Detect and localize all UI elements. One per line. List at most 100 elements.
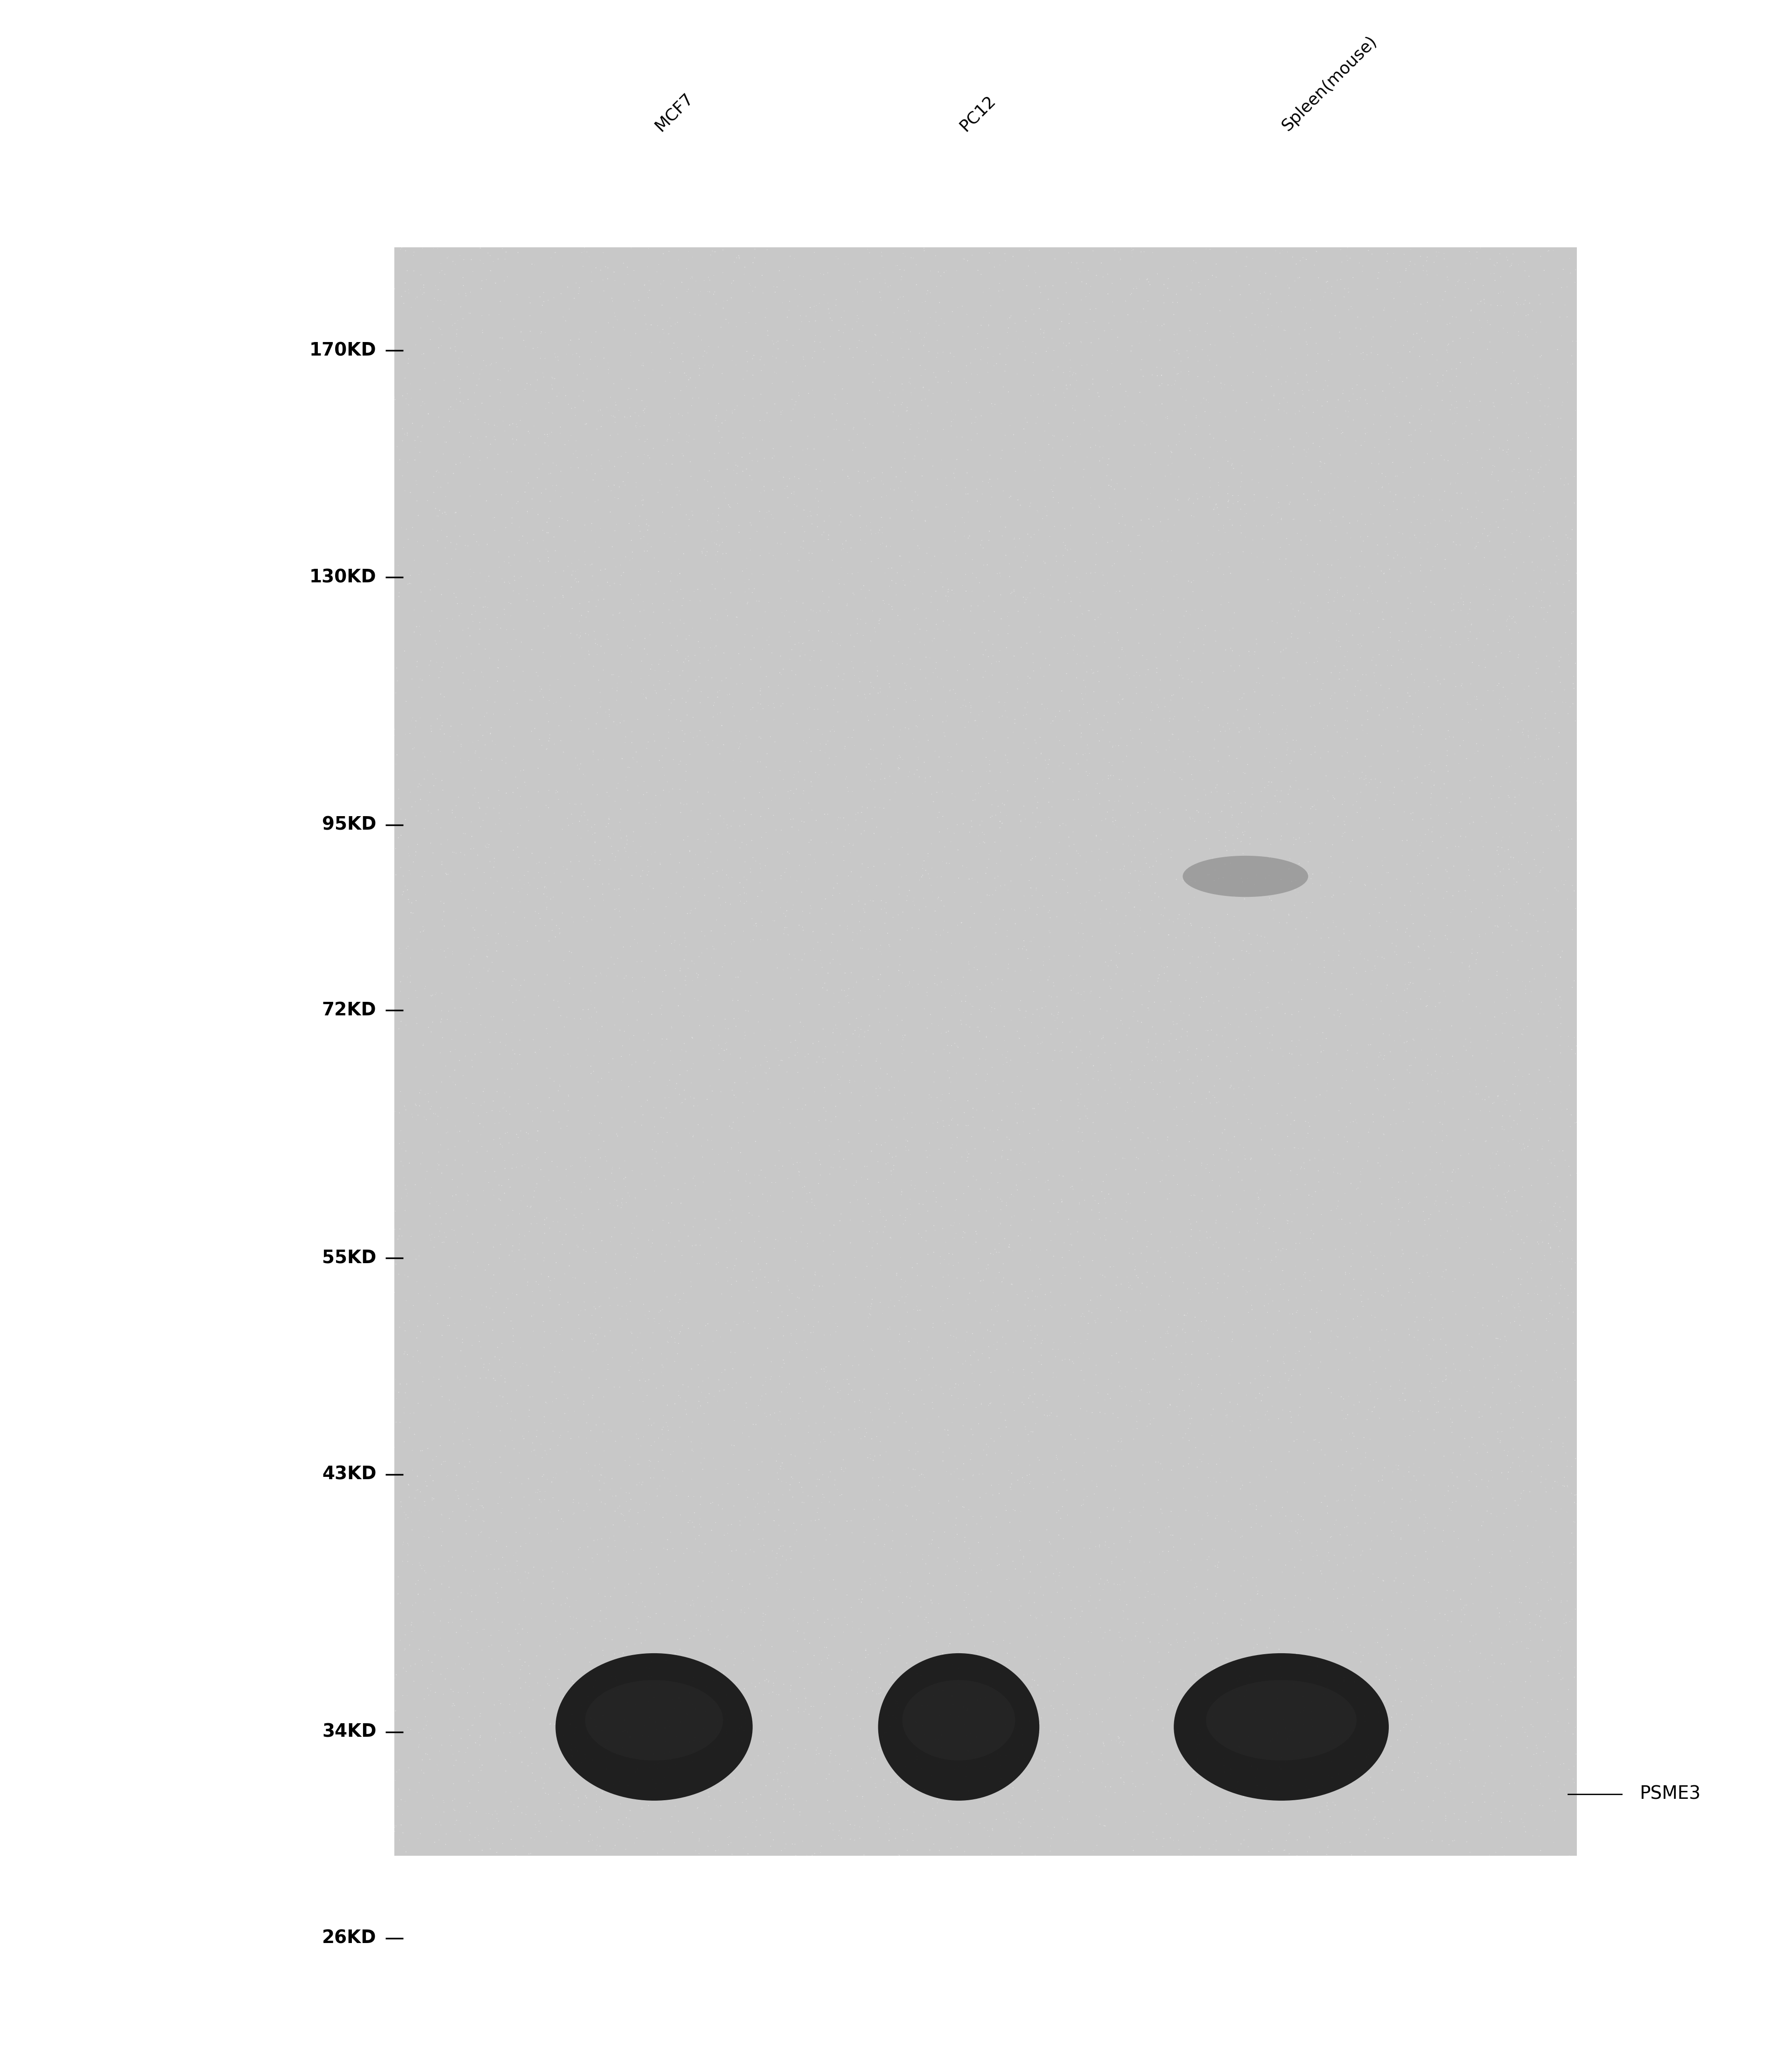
Point [867, 501, 896, 534]
Point [903, 1769, 932, 1802]
Point [1276, 746, 1305, 779]
Point [1430, 1085, 1459, 1118]
Point [1498, 1738, 1527, 1771]
Point [1478, 421, 1507, 454]
Point [564, 1311, 593, 1344]
Point [656, 1305, 685, 1338]
Point [1027, 1027, 1055, 1060]
Point [629, 1586, 658, 1619]
Point [932, 992, 961, 1025]
Point [1055, 695, 1084, 728]
Point [880, 1153, 909, 1186]
Point [912, 979, 941, 1012]
Point [1156, 1260, 1185, 1293]
Point [948, 1221, 977, 1254]
Point [1326, 633, 1355, 666]
Point [1109, 1767, 1138, 1800]
Point [590, 1435, 618, 1468]
Point [1417, 1058, 1446, 1091]
Point [866, 1439, 894, 1472]
Point [613, 1544, 642, 1577]
Point [919, 1497, 948, 1530]
Point [1328, 1600, 1357, 1633]
Point [821, 1316, 849, 1349]
Point [1417, 1668, 1446, 1701]
Point [1430, 1223, 1459, 1256]
Point [1081, 483, 1109, 516]
Point [783, 586, 812, 619]
Point [762, 1445, 790, 1478]
Point [502, 1373, 530, 1406]
Point [416, 1188, 444, 1221]
Point [1335, 276, 1364, 309]
Point [1202, 1050, 1231, 1083]
Point [409, 1596, 437, 1629]
Point [1129, 1116, 1158, 1149]
Point [952, 1720, 980, 1753]
Point [862, 1514, 891, 1546]
Point [461, 913, 489, 946]
Point [987, 1186, 1016, 1219]
Point [1156, 1017, 1185, 1050]
Point [1179, 243, 1208, 276]
Point [416, 979, 444, 1012]
Point [516, 683, 545, 716]
Point [1086, 1530, 1115, 1563]
Point [1129, 293, 1158, 326]
Point [892, 1309, 921, 1342]
Point [504, 377, 532, 410]
Point [1324, 1485, 1353, 1518]
Point [1305, 1765, 1333, 1798]
Point [837, 1823, 866, 1856]
Point [559, 1198, 588, 1231]
Point [559, 1788, 588, 1821]
Point [1163, 1109, 1192, 1142]
Point [1120, 396, 1149, 429]
Point [625, 1316, 654, 1349]
Point [1462, 241, 1491, 274]
Point [599, 1674, 627, 1707]
Point [1217, 1460, 1245, 1493]
Point [957, 891, 986, 924]
Point [946, 907, 975, 940]
Point [900, 513, 928, 546]
Point [1373, 348, 1401, 381]
Point [848, 790, 876, 823]
Point [851, 916, 880, 949]
Point [840, 1169, 869, 1202]
Point [1054, 847, 1082, 880]
Point [1213, 1031, 1242, 1064]
Point [1405, 412, 1434, 445]
Point [1104, 650, 1133, 683]
Point [482, 926, 511, 959]
Point [1487, 336, 1516, 369]
Point [778, 1142, 806, 1175]
Point [966, 1481, 995, 1514]
Point [686, 713, 715, 746]
Point [1374, 427, 1403, 460]
Point [1326, 860, 1355, 893]
Point [500, 674, 529, 707]
Point [1396, 233, 1425, 266]
Point [1183, 1132, 1211, 1165]
Point [450, 817, 478, 850]
Point [1210, 1266, 1238, 1299]
Point [577, 1701, 606, 1734]
Point [1231, 1666, 1260, 1699]
Point [636, 1445, 665, 1478]
Point [1011, 1274, 1039, 1307]
Point [1210, 862, 1238, 895]
Point [556, 1050, 584, 1083]
Point [1416, 1303, 1444, 1336]
Point [566, 617, 595, 650]
Point [1400, 480, 1428, 513]
Point [658, 491, 686, 524]
Point [1226, 1794, 1254, 1827]
Point [953, 243, 982, 276]
Point [1486, 260, 1514, 293]
Point [697, 1584, 726, 1617]
Point [762, 779, 790, 812]
Point [962, 1215, 991, 1248]
Point [1301, 1612, 1330, 1645]
Point [744, 1390, 772, 1423]
